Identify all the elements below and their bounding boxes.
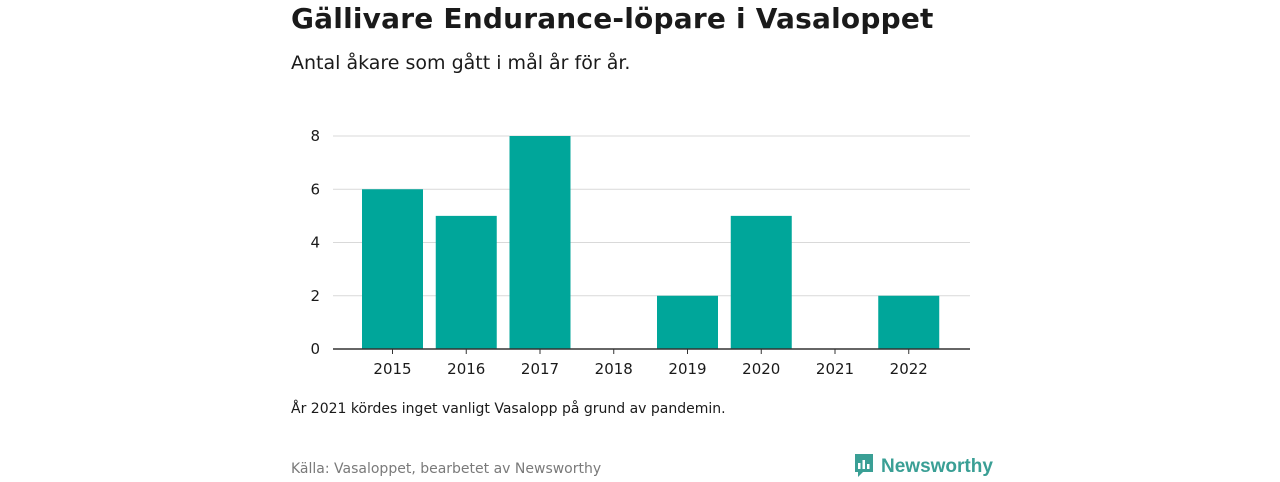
x-tick-label: 2021 [816,360,854,378]
chart-note: År 2021 kördes inget vanligt Vasalopp på… [291,401,726,417]
x-tick-label: 2019 [668,360,706,378]
newsworthy-logo-icon [853,452,875,482]
x-tick-label: 2018 [595,360,633,378]
chart-subtitle: Antal åkare som gått i mål år för år. [291,52,631,74]
x-tick-label: 2016 [447,360,485,378]
y-tick-label: 4 [310,234,320,252]
source-text: Källa: Vasaloppet, bearbetet av Newswort… [291,461,602,477]
x-tick-label: 2020 [742,360,780,378]
newsworthy-logo: Newsworthy [853,452,993,482]
bar [435,215,497,349]
bar [362,189,423,349]
bar [730,215,792,349]
y-tick-label: 6 [310,180,320,198]
y-tick-label: 0 [310,340,320,358]
y-tick-label: 2 [310,287,320,305]
newsworthy-logo-text: Newsworthy [881,456,993,477]
x-tick-label: 2022 [890,360,928,378]
bar [878,295,940,349]
bar [509,136,571,349]
bar [657,295,718,349]
chart-title: Gällivare Endurance-löpare i Vasaloppet [291,2,934,35]
x-tick-label: 2015 [373,360,411,378]
y-tick-label: 8 [310,127,320,145]
x-tick-label: 2017 [521,360,559,378]
